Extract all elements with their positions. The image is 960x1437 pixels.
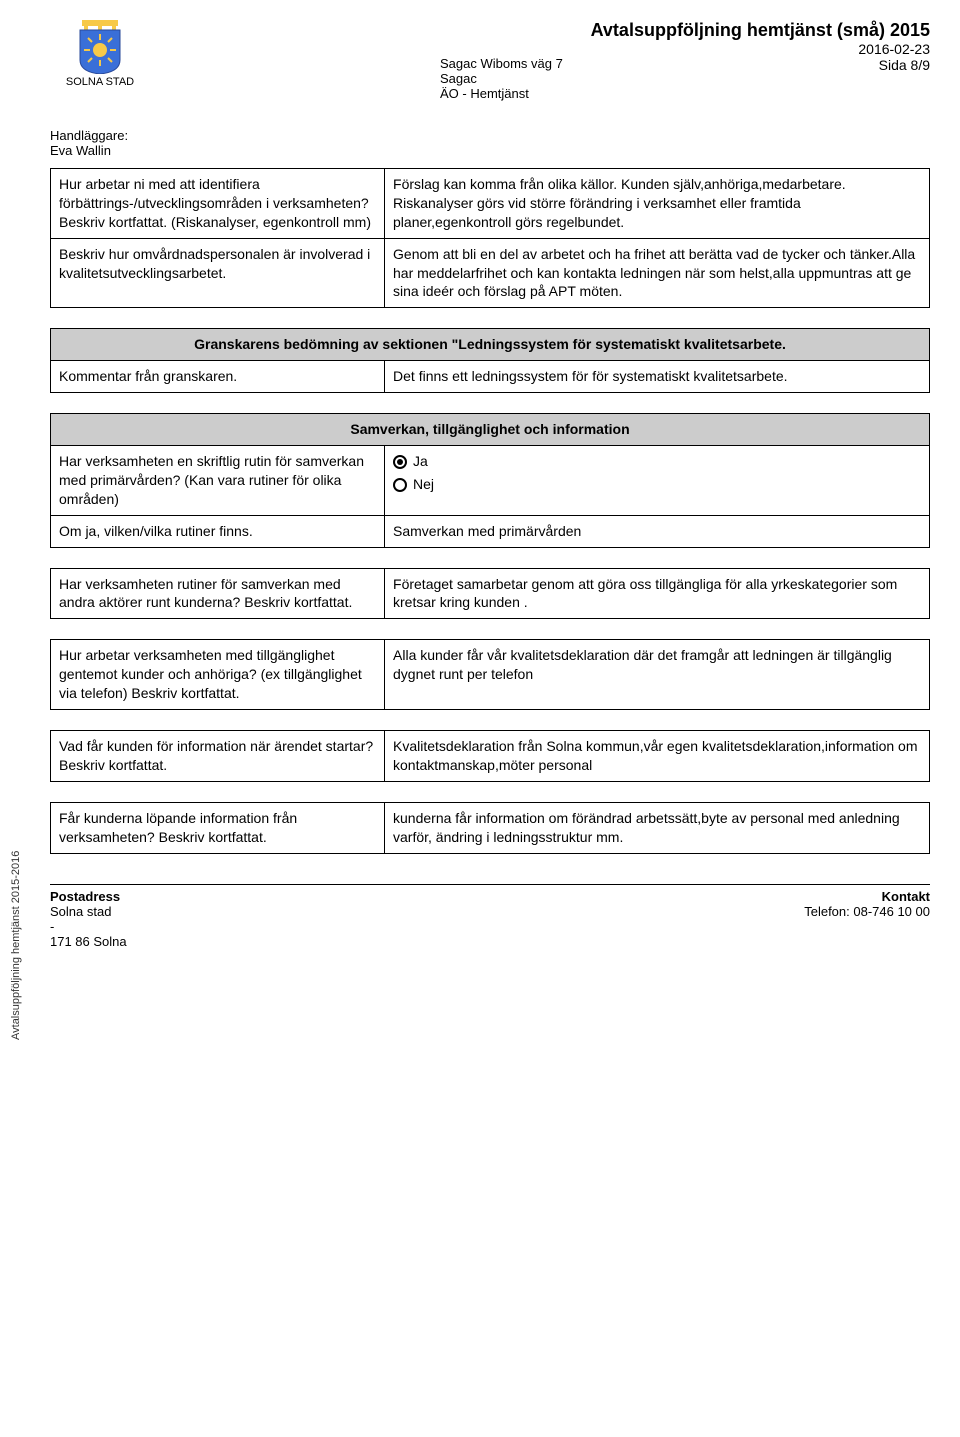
question-cell: Har verksamheten en skriftlig rutin för … [51,446,385,516]
footer-left-line2: - [50,919,127,934]
table-row: Får kunderna löpande information från ve… [51,802,930,853]
solna-logo-icon [76,20,124,74]
header-right: Avtalsuppföljning hemtjänst (små) 2015 2… [591,20,930,73]
question-cell: Har verksamheten rutiner för samverkan m… [51,568,385,619]
footer-left-line3: 171 86 Solna [50,934,127,949]
mid-line3: ÄO - Hemtjänst [440,86,563,101]
header-middle: Sagac Wiboms väg 7 Sagac ÄO - Hemtjänst [440,56,563,101]
section-header-row: Samverkan, tillgänglighet och informatio… [51,414,930,446]
table-row: Hur arbetar ni med att identifiera förbä… [51,169,930,239]
footer-right-line1: Telefon: 08-746 10 00 [804,904,930,919]
page-number: Sida 8/9 [591,57,930,73]
question-cell: Hur arbetar ni med att identifiera förbä… [51,169,385,239]
page-footer: Postadress Solna stad - 171 86 Solna Kon… [50,884,930,949]
table-row: Kommentar från granskaren. Det finns ett… [51,361,930,393]
question-cell: Hur arbetar verksamheten med tillgänglig… [51,640,385,710]
table-row: Hur arbetar verksamheten med tillgänglig… [51,640,930,710]
page-container: Avtalsuppföljning hemtjänst 2015-2016 [0,0,960,969]
radio-label: Ja [413,453,428,469]
header-left-block: SOLNA STAD Handläggare: Eva Wallin [50,20,150,158]
question-cell: Om ja, vilken/vilka rutiner finns. [51,515,385,547]
qa-table-6: Vad får kunden för information när ärend… [50,730,930,782]
answer-cell: Genom att bli en del av arbetet och ha f… [385,238,930,308]
handler-name: Eva Wallin [50,143,150,158]
logo-block: SOLNA STAD [50,20,150,88]
side-rotated-text: Avtalsuppföljning hemtjänst 2015-2016 [10,851,22,1040]
section-header-row: Granskarens bedömning av sektionen "Ledn… [51,329,930,361]
mid-line1: Sagac Wiboms väg 7 [440,56,563,71]
table-row: Har verksamheten en skriftlig rutin för … [51,446,930,516]
qa-table-5: Hur arbetar verksamheten med tillgänglig… [50,639,930,710]
radio-icon [393,478,407,492]
radio-option-ja[interactable]: Ja [393,452,921,471]
question-cell: Vad får kunden för information när ärend… [51,731,385,782]
table-row: Om ja, vilken/vilka rutiner finns. Samve… [51,515,930,547]
document-title: Avtalsuppföljning hemtjänst (små) 2015 [591,20,930,41]
mid-line2: Sagac [440,71,563,86]
logo-text: SOLNA STAD [66,76,134,88]
document-date: 2016-02-23 [591,41,930,57]
radio-option-nej[interactable]: Nej [393,475,921,494]
footer-right-heading: Kontakt [804,889,930,904]
handler-block: Handläggare: Eva Wallin [50,128,150,158]
answer-cell: Kvalitetsdeklaration från Solna kommun,v… [385,731,930,782]
table-row: Vad får kunden för information när ärend… [51,731,930,782]
answer-cell-radio: Ja Nej [385,446,930,516]
footer-left: Postadress Solna stad - 171 86 Solna [50,889,127,949]
page-header: SOLNA STAD Handläggare: Eva Wallin Sagac… [50,20,930,158]
section-header: Samverkan, tillgänglighet och informatio… [51,414,930,446]
qa-table-1: Hur arbetar ni med att identifiera förbä… [50,168,930,308]
answer-cell: kunderna får information om förändrad ar… [385,802,930,853]
section-header: Granskarens bedömning av sektionen "Ledn… [51,329,930,361]
qa-table-3: Samverkan, tillgänglighet och informatio… [50,413,930,547]
table-row: Har verksamheten rutiner för samverkan m… [51,568,930,619]
qa-table-2: Granskarens bedömning av sektionen "Ledn… [50,328,930,393]
answer-cell: Samverkan med primärvården [385,515,930,547]
footer-right: Kontakt Telefon: 08-746 10 00 [804,889,930,949]
radio-label: Nej [413,476,434,492]
table-row: Beskriv hur omvårdnadspersonalen är invo… [51,238,930,308]
answer-cell: Det finns ett ledningssystem för för sys… [385,361,930,393]
qa-table-4: Har verksamheten rutiner för samverkan m… [50,568,930,620]
radio-icon [393,455,407,469]
footer-left-heading: Postadress [50,889,127,904]
question-cell: Får kunderna löpande information från ve… [51,802,385,853]
answer-cell: Förslag kan komma från olika källor. Kun… [385,169,930,239]
qa-table-7: Får kunderna löpande information från ve… [50,802,930,854]
answer-cell: Alla kunder får vår kvalitetsdeklaration… [385,640,930,710]
question-cell: Beskriv hur omvårdnadspersonalen är invo… [51,238,385,308]
footer-left-line1: Solna stad [50,904,127,919]
question-cell: Kommentar från granskaren. [51,361,385,393]
answer-cell: Företaget samarbetar genom att göra oss … [385,568,930,619]
handler-label: Handläggare: [50,128,150,143]
